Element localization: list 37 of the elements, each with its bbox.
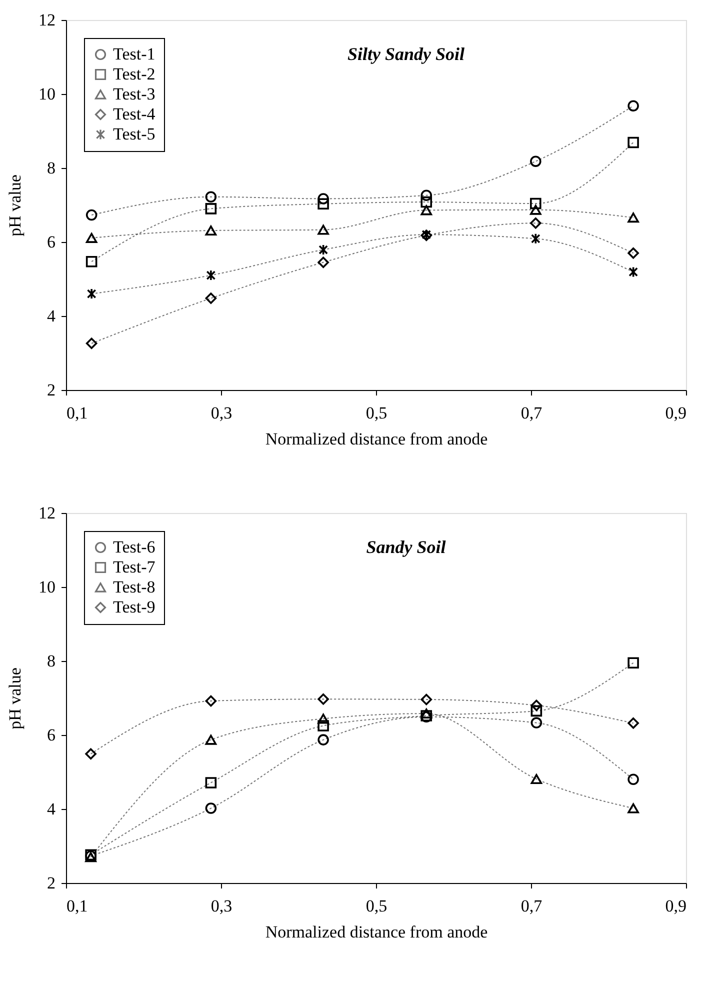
y-tick-label: 8 (47, 652, 56, 670)
legend-label: Test-2 (113, 64, 156, 84)
y-tick-label: 12 (38, 504, 56, 522)
y-tick-label: 2 (47, 874, 56, 892)
y-tick-label: 2 (47, 380, 56, 400)
y-axis-title: pH value (6, 174, 24, 236)
y-tick-label: 12 (38, 10, 56, 30)
x-tick-label: 0,9 (665, 896, 686, 916)
legend-label: Test-7 (113, 558, 156, 576)
legend-label: Test-3 (113, 84, 156, 104)
text: Silty Sandy Soil (347, 44, 465, 64)
x-tick-label: 0,9 (665, 404, 686, 422)
x-tick-label: 0,1 (66, 896, 88, 916)
legend-label: Test-6 (113, 538, 156, 556)
y-tick-label: 4 (47, 306, 56, 326)
x-tick-label: 0,5 (366, 896, 388, 916)
legend-label: Test-4 (113, 104, 156, 124)
y-tick-label: 6 (47, 232, 56, 252)
y-tick-label: 10 (38, 84, 56, 104)
legend-label: Test-1 (113, 44, 156, 64)
y-tick-label: 6 (47, 726, 56, 744)
x-tick-label: 0,3 (210, 404, 232, 422)
legend-label: Test-5 (113, 124, 156, 144)
x-tick-label: 0,3 (210, 896, 232, 916)
y-tick-label: 10 (38, 578, 56, 596)
x-tick-label: 0,5 (366, 404, 388, 422)
y-axis-title: pH value (6, 668, 24, 730)
y-tick-label: 8 (47, 158, 56, 178)
x-tick-label: 0,7 (520, 404, 543, 422)
x-axis-title: Normalized distance from anode (265, 430, 488, 448)
x-tick-label: 0,1 (66, 404, 88, 422)
y-tick-label: 4 (47, 800, 56, 818)
legend-label: Test-9 (113, 598, 156, 616)
text: Sandy Soil (366, 537, 446, 557)
x-tick-label: 0,7 (520, 896, 543, 916)
x-axis-title: Normalized distance from anode (265, 922, 488, 942)
legend-label: Test-8 (113, 578, 156, 596)
